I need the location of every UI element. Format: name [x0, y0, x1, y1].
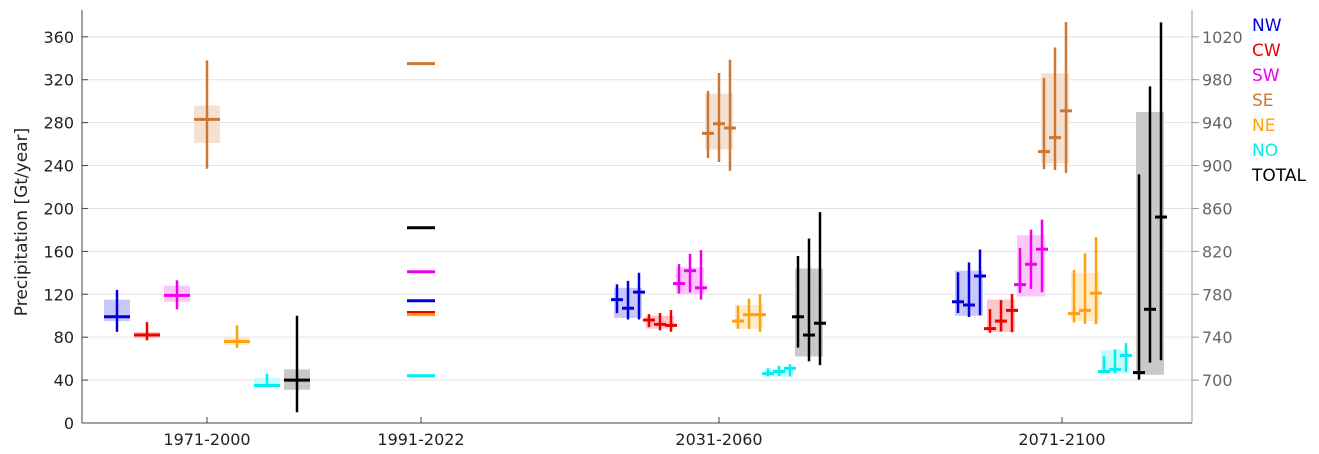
legend-sw: SW — [1252, 66, 1280, 86]
right-y-tick-label: 940 — [1202, 114, 1233, 133]
x-tick-label: 1971-2000 — [163, 430, 250, 449]
y-tick-label: 40 — [54, 371, 74, 390]
plot-area — [104, 22, 1167, 413]
y-tick-label: 160 — [43, 242, 74, 261]
x-tick-label: 1991-2022 — [377, 430, 464, 449]
grid-lines — [82, 36, 1192, 381]
legend-ne: NE — [1252, 116, 1275, 136]
y-axis-label: Precipitation [Gt/year] — [12, 128, 32, 316]
right-y-tick-label: 980 — [1202, 71, 1233, 90]
y-tick-label: 120 — [43, 285, 74, 304]
y-tick-label: 200 — [43, 199, 74, 218]
y-tick-label: 360 — [43, 28, 74, 47]
legend: NW CW SW SE NE NO TOTAL — [1251, 16, 1306, 186]
y-tick-label: 320 — [43, 71, 74, 90]
right-y-tick-label: 820 — [1202, 242, 1233, 261]
axes: 0 40 80 120 160 200 240 280 320 360 700 740 780 820 86… — [43, 10, 1243, 449]
x-tick-label: 2031-2060 — [675, 430, 762, 449]
y-tick-label: 0 — [64, 414, 74, 433]
right-y-tick-label: 900 — [1202, 157, 1233, 176]
x-tick-label: 2071-2100 — [1018, 430, 1105, 449]
y-tick-label: 280 — [43, 114, 74, 133]
legend-total: TOTAL — [1251, 166, 1306, 186]
legend-cw: CW — [1252, 41, 1281, 61]
right-y-tick-label: 860 — [1202, 199, 1233, 218]
right-y-tick-label: 780 — [1202, 285, 1233, 304]
right-y-tick-label: 700 — [1202, 371, 1233, 390]
right-y-tick-label: 740 — [1202, 328, 1233, 347]
right-y-tick-label: 1020 — [1202, 28, 1243, 47]
y-tick-label: 80 — [54, 328, 74, 347]
y-tick-label: 240 — [43, 157, 74, 176]
legend-nw: NW — [1252, 16, 1282, 36]
legend-no: NO — [1252, 141, 1278, 161]
legend-se: SE — [1252, 91, 1274, 111]
